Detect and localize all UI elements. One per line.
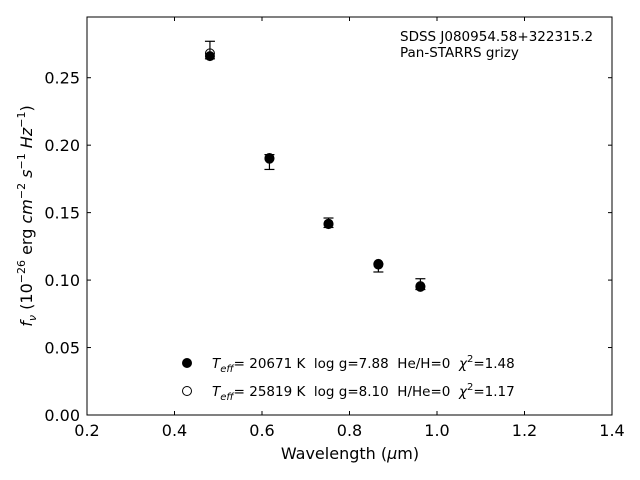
model-point-open [415, 281, 426, 292]
legend-entry-2: Teff= 25819 K log g=8.10 H/He=0 χ2=1.17 [212, 382, 515, 403]
model-point-open [204, 48, 215, 59]
x-tick-label: 0.2 [74, 421, 99, 440]
error-bars [204, 40, 426, 291]
annotation-survey-name: Pan-STARRS grizy [400, 45, 519, 61]
model-point-open [373, 259, 384, 270]
x-axis-ticks: 0.2 0.4 0.6 0.8 1.0 1.2 1.4 [74, 17, 625, 440]
x-axis-title: Wavelength (μm) [281, 444, 419, 463]
annotation-object-name: SDSS J080954.58+322315.2 [400, 29, 593, 45]
x-tick-label: 1.2 [512, 421, 537, 440]
model-point-open [264, 152, 275, 163]
y-tick-label: 0.05 [44, 339, 80, 358]
y-tick-label: 0.00 [44, 406, 80, 425]
x-tick-label: 0.4 [162, 421, 187, 440]
y-tick-label: 0.15 [44, 204, 80, 223]
x-tick-label: 0.6 [249, 421, 274, 440]
x-tick-label: 1.4 [599, 421, 624, 440]
y-tick-label: 0.25 [44, 69, 80, 88]
x-tick-label: 0.8 [337, 421, 362, 440]
y-tick-label: 0.10 [44, 271, 80, 290]
legend-marker-filled [182, 358, 192, 368]
legend-marker-open [182, 386, 192, 396]
legend: Teff= 20671 K log g=7.88 He/H=0 χ2=1.48 … [182, 354, 515, 403]
model-point-filled [204, 51, 215, 62]
y-axis-title: fν (10−26 erg cm−2 s−1 Hz−1) [15, 105, 39, 326]
legend-entry-1: Teff= 20671 K log g=7.88 He/H=0 χ2=1.48 [212, 354, 515, 375]
model-point-open [323, 218, 334, 229]
data-points [204, 48, 426, 292]
y-tick-label: 0.20 [44, 136, 80, 155]
x-tick-label: 1.0 [424, 421, 449, 440]
y-axis-ticks: 0.00 0.05 0.10 0.15 0.20 0.25 [44, 69, 612, 425]
